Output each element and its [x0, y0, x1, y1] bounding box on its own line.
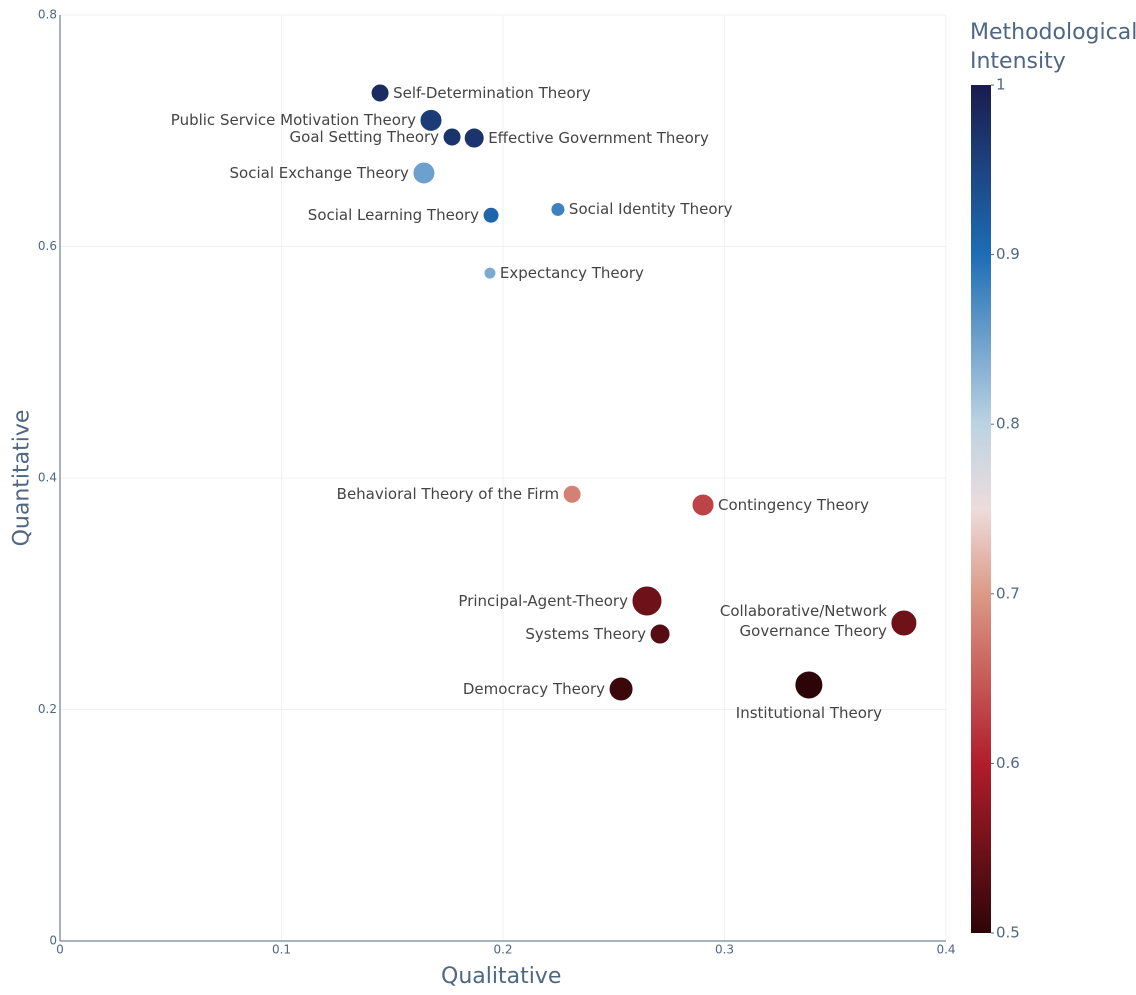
x-tick-label: 0.2 — [493, 943, 512, 957]
bubble — [550, 201, 566, 217]
point-label: Social Identity Theory — [568, 200, 733, 219]
bubble — [419, 108, 443, 132]
colorbar-tick-label: 0.6 — [996, 754, 1020, 772]
colorbar-tick-label: 0.9 — [996, 245, 1020, 263]
x-tick-label: 0.1 — [272, 943, 291, 957]
point-label: Systems Theory — [525, 625, 647, 644]
x-tick-label: 0.3 — [715, 943, 734, 957]
point-label: Public Service Motivation Theory — [170, 111, 417, 130]
bubble — [562, 484, 582, 504]
x-tick-label: 0.4 — [936, 943, 955, 957]
point-label: Effective Government Theory — [488, 129, 709, 148]
bubble — [482, 206, 500, 224]
bubble — [608, 676, 634, 702]
point-label: Social Learning Theory — [307, 206, 480, 225]
colorbar-tick-label: 0.5 — [996, 924, 1020, 942]
bubble — [412, 161, 436, 185]
colorbar-tick-label: 1 — [996, 76, 1006, 94]
bubble — [691, 493, 715, 517]
bubble — [631, 585, 663, 617]
colorbar — [971, 85, 991, 933]
point-label: Expectancy Theory — [499, 264, 644, 283]
y-tick-label: 0.2 — [38, 702, 57, 716]
bubble — [649, 623, 671, 645]
bubble — [794, 670, 824, 700]
bubble — [890, 609, 918, 637]
y-tick-label: 0.6 — [38, 239, 57, 253]
point-label: Contingency Theory — [718, 495, 869, 514]
y-axis-title: Quantitative — [9, 409, 35, 547]
point-label: Democracy Theory — [462, 680, 606, 698]
x-tick-label: 0 — [56, 943, 64, 957]
bubble — [463, 127, 485, 149]
point-label: Goal Setting Theory — [289, 128, 440, 146]
point-label: Social Exchange Theory — [229, 163, 409, 182]
x-axis-title: Qualitative — [441, 964, 562, 989]
colorbar-tick-label: 0.8 — [996, 415, 1020, 433]
y-tick-label: 0.4 — [38, 471, 57, 485]
bubble — [442, 127, 462, 147]
y-tick-label: 0 — [49, 934, 57, 948]
bubble — [370, 83, 390, 103]
point-label: Collaborative/Network Governance Theory — [719, 602, 887, 641]
point-label: Principal-Agent-Theory — [458, 592, 628, 611]
colorbar-tick-label: 0.7 — [996, 584, 1020, 602]
y-tick-label: 0.8 — [38, 8, 57, 22]
point-label: Behavioral Theory of the Firm — [336, 485, 560, 504]
colorbar-title: Methodological Intensity — [970, 20, 1136, 74]
bubble — [483, 266, 497, 280]
point-label: Institutional Theory — [735, 703, 882, 722]
point-label: Self-Determination Theory — [393, 84, 591, 102]
